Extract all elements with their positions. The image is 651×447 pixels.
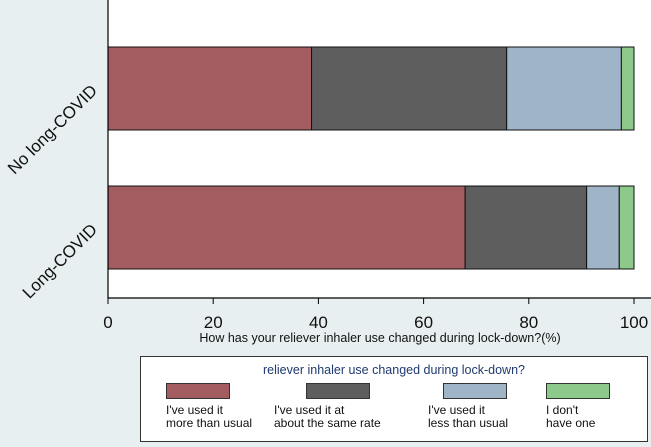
x-tick-label-2: 40 — [309, 313, 328, 332]
legend-swatch-none — [546, 383, 610, 399]
y-category-label-0: No long-COVID — [4, 81, 101, 178]
x-ticks-group: 0 20 40 60 80 100 — [103, 298, 648, 332]
y-category-label-1: Long-COVID — [19, 220, 101, 302]
bar-1-series-2 — [586, 185, 620, 270]
legend-label-same: I've used it at about the same rate — [274, 403, 381, 430]
legend-label-none: I don't have one — [546, 403, 596, 430]
x-tick-label-4: 80 — [519, 313, 538, 332]
bar-1-series-0 — [107, 185, 466, 270]
bars-group — [107, 46, 635, 270]
legend-swatch-more — [166, 383, 230, 399]
legend-swatch-same — [306, 383, 370, 399]
x-tick-label-0: 0 — [103, 313, 112, 332]
bar-0-series-1 — [311, 46, 508, 131]
legend-title: reliever inhaler use changed during lock… — [263, 363, 525, 377]
x-tick-label-5: 100 — [620, 313, 648, 332]
legend-label-more: I've used it more than usual — [166, 403, 253, 430]
legend-label-less: I've used it less than usual — [428, 403, 509, 430]
legend: reliever inhaler use changed during lock… — [140, 356, 648, 442]
legend-item-more: I've used it more than usual — [166, 383, 286, 430]
x-tick-label-1: 20 — [204, 313, 223, 332]
legend-item-less: I've used it less than usual — [428, 383, 548, 430]
bar-1-series-3 — [618, 185, 635, 270]
y-labels-group: No long-COVID Long-COVID — [4, 81, 101, 302]
x-axis-label: How has your reliever inhaler use change… — [199, 331, 560, 345]
legend-swatch-less — [443, 383, 507, 399]
bar-0-series-3 — [620, 46, 635, 131]
bar-0-series-0 — [107, 46, 313, 131]
legend-item-same: I've used it at about the same rate — [274, 383, 394, 430]
legend-item-none: I don't have one — [546, 383, 651, 430]
bar-0-series-2 — [506, 46, 622, 131]
bar-1-series-1 — [464, 185, 588, 270]
x-tick-label-3: 60 — [414, 313, 433, 332]
